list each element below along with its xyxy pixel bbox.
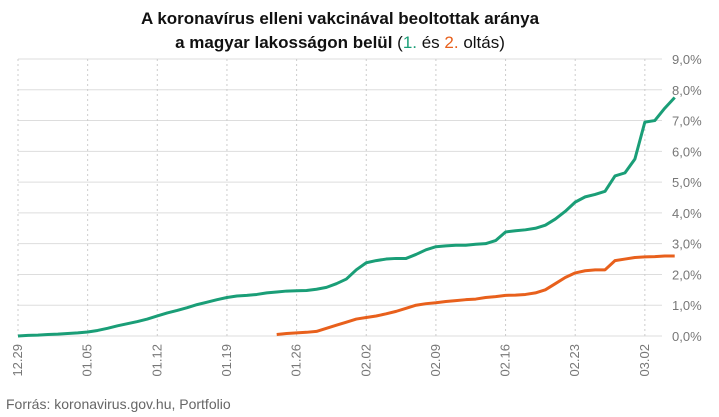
x-tick-label: 01.26 bbox=[289, 344, 304, 377]
y-tick-label: 4,0% bbox=[672, 206, 702, 221]
x-tick-label: 01.19 bbox=[219, 344, 234, 377]
line-series bbox=[276, 254, 675, 336]
title-part: oltás) bbox=[459, 33, 505, 52]
title-part: a magyar lakosságon belül bbox=[175, 33, 392, 52]
y-tick-label: 2,0% bbox=[672, 267, 702, 282]
x-tick-label: 02.16 bbox=[498, 344, 513, 377]
y-tick-label: 3,0% bbox=[672, 237, 702, 252]
x-tick-label: 01.05 bbox=[80, 344, 95, 377]
x-tick-label: 02.02 bbox=[358, 344, 373, 377]
x-tick-label: 02.09 bbox=[428, 344, 443, 377]
x-tick-label: 01.12 bbox=[149, 344, 164, 377]
y-tick-label: 1,0% bbox=[672, 298, 702, 313]
chart-title: a magyar lakosságon belül (1. és 2. oltá… bbox=[175, 33, 505, 52]
y-tick-label: 5,0% bbox=[672, 175, 702, 190]
y-tick-label: 6,0% bbox=[672, 144, 702, 159]
x-tick-label: 03.02 bbox=[637, 344, 652, 377]
y-tick-label: 8,0% bbox=[672, 83, 702, 98]
title-part: 2. bbox=[444, 33, 458, 52]
title-part: ( bbox=[392, 33, 403, 52]
x-tick-label: 12.29 bbox=[10, 344, 25, 377]
chart-title: A koronavírus elleni vakcinával beoltott… bbox=[141, 9, 540, 28]
title-part: és bbox=[417, 33, 444, 52]
x-tick-label: 02.23 bbox=[567, 344, 582, 377]
y-tick-label: 7,0% bbox=[672, 114, 702, 129]
line-series bbox=[17, 96, 676, 338]
title-part: 1. bbox=[403, 33, 417, 52]
y-tick-label: 9,0% bbox=[672, 52, 702, 67]
source: Forrás: koronavirus.gov.hu, Portfolio bbox=[6, 396, 231, 412]
y-tick-label: 0,0% bbox=[672, 329, 702, 344]
